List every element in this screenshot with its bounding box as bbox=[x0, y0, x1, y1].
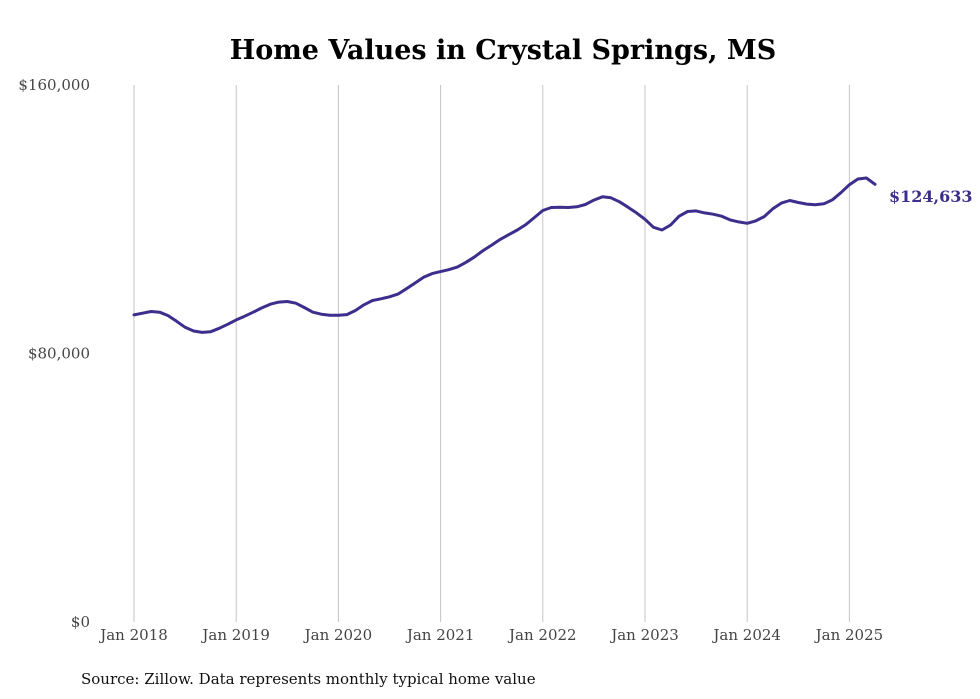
x-tick-label: Jan 2022 bbox=[507, 626, 577, 644]
series-line bbox=[132, 176, 877, 334]
chart-title: Home Values in Crystal Springs, MS bbox=[230, 35, 777, 66]
x-tick-label: Jan 2023 bbox=[609, 626, 679, 644]
x-tick-label: Jan 2018 bbox=[98, 626, 168, 644]
x-tick-label: Jan 2021 bbox=[405, 626, 475, 644]
y-tick-label: $0 bbox=[71, 613, 90, 631]
series-layer bbox=[132, 176, 877, 334]
x-tick-label: Jan 2025 bbox=[814, 626, 884, 644]
y-tick-label: $80,000 bbox=[28, 345, 90, 363]
x-tick-label: Jan 2019 bbox=[200, 626, 270, 644]
source-note: Source: Zillow. Data represents monthly … bbox=[81, 670, 536, 688]
y-tick-label: $160,000 bbox=[18, 76, 90, 94]
y-axis: $0 $80,000 $160,000 bbox=[18, 76, 90, 631]
last-value-label: $124,633 bbox=[889, 187, 973, 206]
x-axis: Jan 2018 Jan 2019 Jan 2020 Jan 2021 Jan 2022… bbox=[98, 626, 883, 644]
grid-lines bbox=[133, 85, 850, 622]
x-tick-label: Jan 2024 bbox=[711, 626, 781, 644]
x-tick-label: Jan 2020 bbox=[303, 626, 373, 644]
